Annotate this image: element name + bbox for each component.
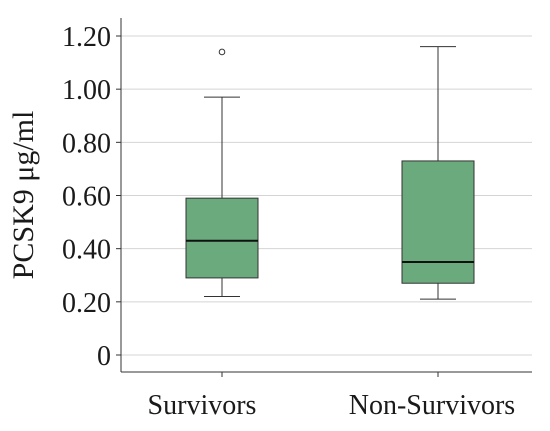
y-tick-label: 1.20 <box>62 22 111 53</box>
iqr-box <box>401 160 475 284</box>
outlier-point <box>218 48 226 56</box>
box-survivors <box>185 48 259 298</box>
y-axis-label: PCSK9 μg/ml <box>7 111 40 280</box>
y-tick-label: 0.40 <box>62 235 111 266</box>
y-tick-label: 0.80 <box>62 128 111 159</box>
box-non-survivors <box>401 46 475 300</box>
y-tick-label: 0 <box>97 341 111 372</box>
x-tick-label: Non-Survivors <box>349 390 515 421</box>
y-tick-label: 0.60 <box>62 182 111 213</box>
y-tick-label: 0.20 <box>62 288 111 319</box>
x-tick-labels: Survivors Non-Survivors <box>148 372 515 421</box>
x-tick-label: Survivors <box>148 390 257 421</box>
y-tick-label: 1.00 <box>62 75 111 106</box>
box-plot-boxes <box>185 46 475 300</box>
y-tick-labels: 0 0.20 0.40 0.60 0.80 1.00 1.20 <box>62 22 121 372</box>
iqr-box <box>185 197 259 279</box>
